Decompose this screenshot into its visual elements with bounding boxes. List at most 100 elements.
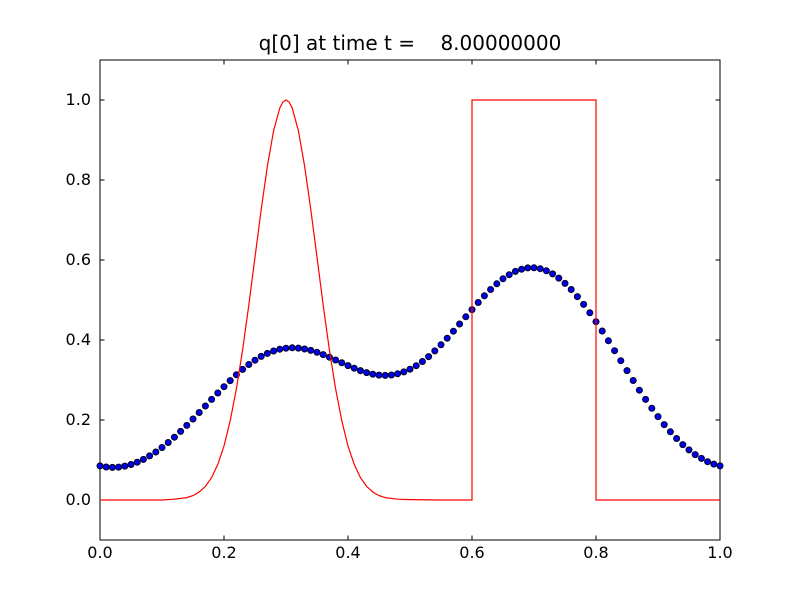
- data-point-marker: [307, 346, 315, 354]
- data-point-marker: [474, 299, 482, 306]
- data-point-marker: [108, 463, 116, 471]
- data-point-marker: [270, 347, 278, 355]
- data-point-marker: [158, 444, 166, 451]
- data-point-marker: [152, 448, 160, 456]
- data-point-marker: [580, 300, 588, 308]
- data-point-marker: [617, 357, 625, 365]
- data-point-marker: [648, 404, 656, 412]
- data-point-marker: [660, 421, 668, 429]
- data-point-marker: [115, 463, 123, 471]
- data-point-marker: [611, 347, 619, 355]
- data-point-marker: [635, 386, 643, 394]
- data-point-marker: [319, 351, 327, 359]
- data-point-marker: [679, 441, 687, 449]
- data-point-marker: [96, 462, 104, 470]
- data-point-marker: [183, 421, 191, 429]
- data-point-marker: [524, 264, 532, 272]
- data-point-marker: [586, 309, 594, 317]
- x-tick-label: 1.0: [707, 543, 733, 562]
- data-point-marker: [195, 409, 203, 416]
- data-point-marker: [325, 353, 333, 361]
- data-point-marker: [710, 460, 718, 468]
- data-point-marker: [604, 337, 612, 345]
- data-point-marker: [480, 292, 488, 300]
- y-tick-label: 0.6: [65, 250, 91, 269]
- data-point-marker: [344, 362, 352, 370]
- y-tick-label: 0.8: [65, 170, 91, 189]
- data-point-marker: [449, 327, 457, 335]
- data-point-marker: [214, 389, 222, 397]
- data-point-marker: [518, 265, 526, 273]
- data-point-marker: [369, 370, 377, 378]
- x-tick-label: 0.4: [335, 543, 361, 562]
- data-point-marker: [189, 415, 197, 423]
- data-point-marker: [716, 462, 724, 470]
- data-point-marker: [425, 353, 433, 361]
- y-tick-label: 0.2: [65, 410, 91, 429]
- data-point-marker: [394, 370, 402, 378]
- data-point-marker: [350, 364, 358, 372]
- data-point-marker: [201, 402, 209, 410]
- data-point-marker: [561, 279, 569, 287]
- data-point-marker: [282, 344, 290, 352]
- data-point-marker: [276, 345, 284, 353]
- data-point-marker: [542, 267, 550, 275]
- axes-box: [99, 59, 721, 541]
- data-point-marker: [511, 267, 519, 275]
- data-point-marker: [102, 463, 110, 471]
- data-point-marker: [133, 458, 141, 466]
- data-point-marker: [139, 455, 147, 463]
- data-point-marker: [673, 435, 681, 442]
- data-point-marker: [170, 433, 178, 441]
- data-point-marker: [536, 265, 544, 273]
- data-point-marker: [443, 334, 451, 342]
- data-point-marker: [530, 264, 538, 272]
- data-point-marker: [406, 365, 414, 373]
- data-point-marker: [294, 344, 302, 352]
- data-point-marker: [462, 313, 470, 321]
- data-point-marker: [567, 286, 575, 293]
- data-point-marker: [499, 275, 507, 283]
- data-point-marker: [251, 356, 259, 364]
- y-tick-label: 0.0: [65, 490, 91, 509]
- numerical-solution-markers: [96, 264, 724, 471]
- x-tick-label: 0.2: [211, 543, 237, 562]
- data-point-marker: [381, 371, 389, 379]
- data-point-marker: [573, 293, 581, 301]
- data-point-marker: [226, 377, 234, 385]
- data-point-marker: [418, 358, 426, 365]
- data-point-marker: [697, 454, 705, 462]
- y-tick-label: 0.4: [65, 330, 91, 349]
- data-point-marker: [431, 347, 439, 355]
- data-point-marker: [239, 365, 247, 373]
- plot-title: q[0] at time t = 8.00000000: [258, 31, 562, 55]
- data-point-marker: [263, 349, 271, 357]
- data-point-marker: [121, 462, 129, 470]
- data-point-marker: [666, 428, 674, 436]
- data-point-marker: [146, 452, 154, 460]
- data-point-marker: [375, 371, 383, 379]
- data-point-marker: [437, 341, 445, 349]
- data-point-marker: [387, 371, 395, 379]
- data-point-marker: [363, 369, 371, 377]
- data-point-marker: [642, 395, 650, 403]
- data-point-marker: [127, 461, 135, 468]
- data-point-marker: [338, 359, 346, 367]
- data-point-marker: [493, 280, 501, 288]
- x-tick-label: 0.6: [459, 543, 485, 562]
- data-point-marker: [623, 367, 631, 375]
- data-point-marker: [412, 362, 420, 370]
- x-tick-label: 0.8: [583, 543, 609, 562]
- data-point-marker: [629, 377, 637, 384]
- data-point-marker: [487, 286, 495, 293]
- true-solution-line: [100, 99, 720, 501]
- data-point-marker: [356, 367, 364, 375]
- data-point-marker: [456, 320, 464, 328]
- data-point-marker: [400, 368, 408, 376]
- data-point-marker: [654, 413, 662, 421]
- data-point-marker: [257, 352, 265, 360]
- data-point-marker: [220, 383, 228, 391]
- data-point-marker: [549, 270, 557, 278]
